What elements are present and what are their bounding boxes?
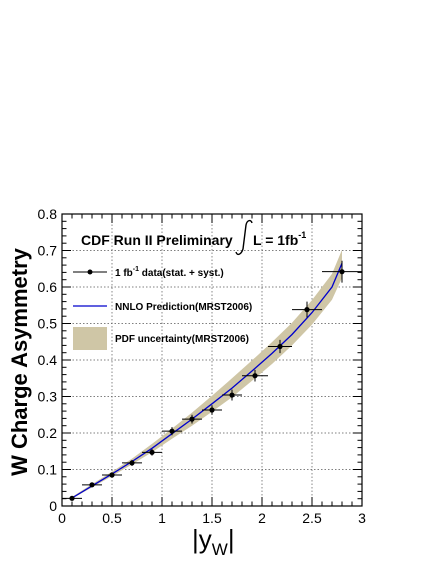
nnlo-prediction-line <box>71 263 343 499</box>
legend-data-label: 1 fb-1 data(stat. + syst.) <box>115 266 224 279</box>
y-axis-label: W Charge Asymmetry <box>7 247 32 476</box>
y-tick-labels: 0 0.1 0.2 0.3 0.4 0.5 0.6 0.7 0.8 <box>38 206 58 514</box>
x-tick-label: 3 <box>358 510 366 526</box>
axis-ticks <box>61 213 363 507</box>
legend: 1 fb-1 data(stat. + syst.) NNLO Predicti… <box>73 266 252 350</box>
data-marker <box>69 495 75 501</box>
y-tick-label: 0.1 <box>38 462 58 478</box>
data-point <box>292 301 322 318</box>
data-point <box>242 369 268 382</box>
data-point <box>142 449 162 456</box>
x-tick-label: 2.5 <box>302 510 322 526</box>
data-marker <box>304 307 310 313</box>
data-marker <box>229 392 235 398</box>
data-marker <box>252 373 258 379</box>
data-points-layer <box>62 260 362 501</box>
x-axis-label: |yW| <box>192 524 235 559</box>
data-point <box>222 389 242 401</box>
data-marker <box>339 269 345 275</box>
y-tick-label: 0.8 <box>38 206 58 222</box>
title-lumi: L = 1fb-1 <box>253 230 306 248</box>
y-tick-label: 0.5 <box>38 316 58 332</box>
data-marker <box>129 460 135 466</box>
x-tick-label: 1 <box>158 510 166 526</box>
data-point <box>82 482 102 488</box>
legend-data-marker <box>87 269 93 275</box>
x-tick-labels: 0 0.5 1 1.5 2 2.5 3 <box>58 510 366 526</box>
data-marker <box>149 449 155 455</box>
data-point <box>182 414 202 424</box>
y-tick-label: 0.2 <box>38 425 58 441</box>
data-marker <box>277 343 283 350</box>
data-marker <box>89 482 95 488</box>
y-tick-label: 0.3 <box>38 389 58 405</box>
x-tick-label: 0.5 <box>102 510 122 526</box>
data-marker <box>209 407 215 413</box>
x-tick-label: 0 <box>58 510 66 526</box>
x-tick-label: 2 <box>258 510 266 526</box>
data-marker <box>169 428 175 434</box>
data-point <box>322 260 362 283</box>
y-tick-label: 0 <box>49 498 57 514</box>
data-marker <box>109 472 115 478</box>
nnlo-line-layer <box>71 263 343 499</box>
legend-pdf-swatch <box>73 327 107 350</box>
y-tick-label: 0.4 <box>38 352 58 368</box>
y-tick-label: 0.6 <box>38 279 58 295</box>
legend-pdf-label: PDF uncertainty(MRST2006) <box>115 334 249 345</box>
data-marker <box>189 416 195 422</box>
x-tick-label: 1.5 <box>202 510 222 526</box>
data-point <box>268 339 292 354</box>
data-point <box>102 472 122 478</box>
integral-sign-icon <box>235 219 253 256</box>
data-point <box>202 405 222 415</box>
data-point <box>122 460 142 466</box>
legend-nnlo-label: NNLO Prediction(MRST2006) <box>115 302 252 313</box>
y-tick-label: 0.7 <box>38 243 58 259</box>
chart-title: CDF Run II Preliminary <box>81 232 233 248</box>
data-point <box>162 427 182 436</box>
